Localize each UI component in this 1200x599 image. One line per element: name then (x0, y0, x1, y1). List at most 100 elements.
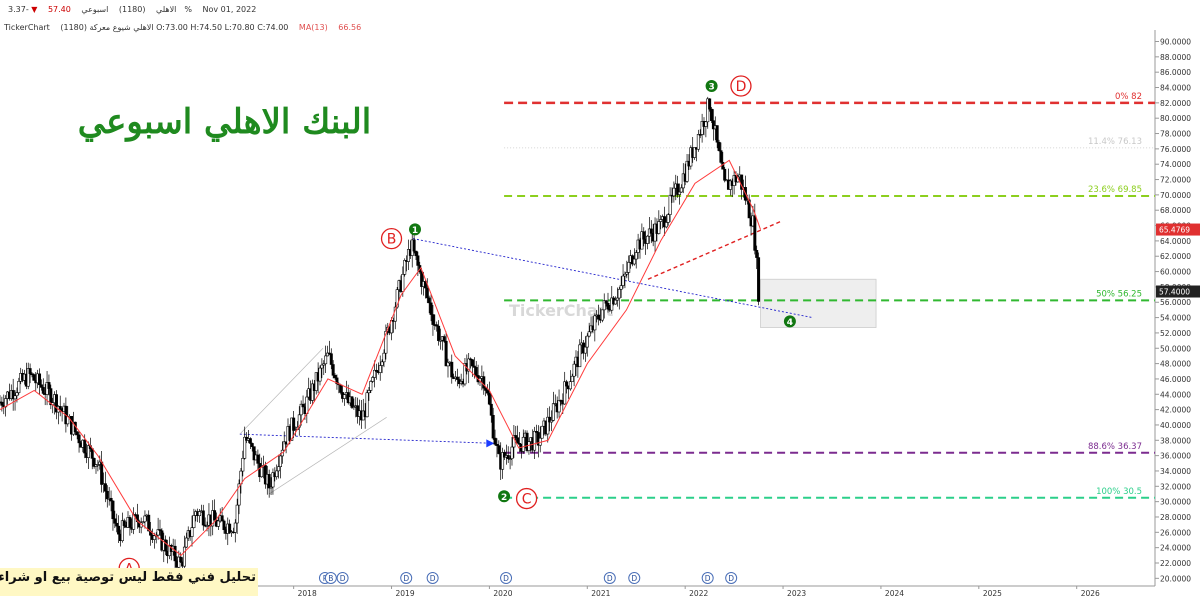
candle-body (329, 353, 333, 365)
candle-body (425, 287, 429, 299)
dividend-marker (500, 572, 513, 584)
candle-body (587, 331, 591, 337)
candle-body (495, 444, 499, 446)
candle-body (723, 168, 727, 181)
candle-body (700, 121, 704, 135)
y-tick-label: 74.0000 (1160, 160, 1191, 169)
candle-body (533, 431, 537, 451)
candle-body (15, 392, 19, 397)
candle-body (708, 98, 712, 110)
candle-body (243, 436, 247, 459)
y-tick-label: 34.0000 (1160, 467, 1191, 476)
candle-body (333, 375, 337, 379)
fib-level-label: 0% 82 (1115, 92, 1142, 102)
candle-body (41, 387, 45, 394)
candle-body (47, 382, 51, 389)
wave-label: 2 (501, 493, 507, 503)
candle-body (487, 392, 491, 405)
candle-body (401, 274, 405, 292)
price-tag-box (1156, 223, 1200, 236)
candle-body (550, 419, 554, 423)
candle-body (326, 352, 330, 357)
candle-body (75, 431, 79, 436)
candle-body (625, 272, 629, 275)
ohlc-row: TickerChart الاهلي شيوع معركة (1180) O:7… (4, 23, 369, 32)
candle-body (395, 289, 399, 308)
candle-body (17, 381, 21, 393)
candle-body (158, 529, 162, 532)
dividend-marker-label: B (328, 574, 333, 583)
trend-line (239, 433, 495, 444)
candle-body (339, 384, 343, 393)
candle-body (546, 416, 550, 435)
candle-body (540, 425, 544, 439)
candle-body (26, 368, 30, 387)
candle-body (497, 445, 501, 454)
y-tick-label: 26.0000 (1160, 528, 1191, 537)
candle-body (600, 309, 604, 321)
candle-body (237, 483, 241, 506)
wave-label-circle (515, 487, 538, 510)
candle-body (241, 457, 245, 472)
candle-body (342, 394, 346, 399)
fib-level-label: 23.6% 69.85 (1088, 185, 1142, 195)
candle-body (472, 365, 476, 368)
candle-body (693, 147, 697, 158)
candle-body (621, 275, 625, 286)
candle-body (501, 452, 505, 470)
wave-label: B (387, 232, 397, 248)
candle-body (235, 504, 239, 524)
wave-label-circle (380, 227, 403, 250)
candle-body (382, 352, 386, 363)
y-tick-label: 32.0000 (1160, 482, 1191, 491)
ma-value: 66.56 (338, 23, 362, 32)
candle-body (128, 517, 132, 528)
candle-body (527, 441, 531, 451)
wave-label: D (736, 79, 747, 95)
x-tick-label: 2019 (396, 589, 415, 598)
candle-body (213, 510, 217, 521)
header-row: الاهلي (1180) اسبوعي 57.40 ▼ -3.37% Nov … (8, 5, 264, 14)
dividend-marker (336, 572, 349, 584)
candle-body (493, 437, 497, 445)
wave-label: C (522, 492, 532, 508)
disclaimer-text: تحليل فني فقط ليس توصية بيع او شراء (0, 570, 256, 585)
fib-level-label: 50% 56.25 (1096, 289, 1142, 299)
candle-body (100, 461, 104, 485)
candle-body (416, 255, 420, 266)
candle-body (184, 537, 188, 548)
y-tick-label: 54.0000 (1160, 314, 1191, 323)
candle-body (147, 514, 151, 532)
candle-body (565, 381, 569, 387)
candle-body (679, 187, 683, 193)
y-tick-label: 40.0000 (1160, 421, 1191, 430)
candle-body (715, 125, 719, 143)
candle-body (320, 364, 324, 369)
candle-body (220, 515, 224, 522)
candle-body (548, 416, 552, 423)
candle-body (190, 527, 194, 537)
candle-body (141, 521, 145, 524)
y-tick-label: 72.0000 (1160, 176, 1191, 185)
candle-body (455, 376, 459, 380)
wave-label-circle (498, 490, 511, 503)
candle-body (659, 219, 663, 222)
candle-body (111, 500, 115, 520)
candle-body (521, 436, 525, 452)
header-price: 57.40 (47, 5, 71, 14)
candle-body (568, 381, 572, 390)
candle-body (322, 363, 326, 366)
x-tick-label: 2021 (591, 589, 610, 598)
candle-body (470, 359, 474, 367)
fib-level-label: 100% 30.5 (1096, 487, 1142, 497)
y-tick-label: 44.0000 (1160, 390, 1191, 399)
candle-body (38, 373, 42, 386)
y-tick-label: 42.0000 (1160, 406, 1191, 415)
dividend-marker (603, 572, 616, 584)
candle-body (403, 260, 407, 275)
y-tick-label: 20.0000 (1160, 574, 1191, 583)
candle-body (685, 160, 689, 182)
candle-body (696, 134, 700, 150)
candle-body (314, 372, 318, 391)
